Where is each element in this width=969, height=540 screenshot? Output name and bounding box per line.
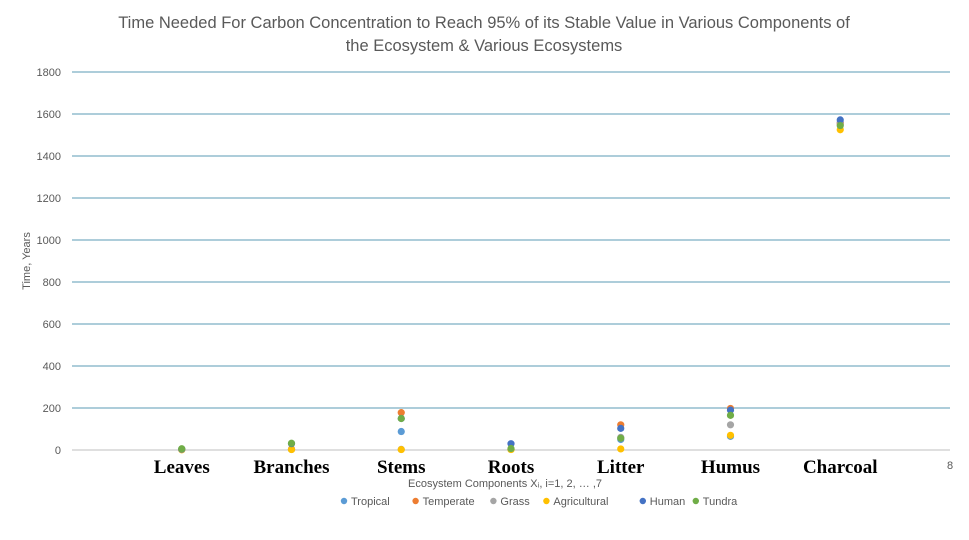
data-point <box>397 427 405 436</box>
chart-title-line-2: the Ecosystem & Various Ecosystems <box>346 37 623 55</box>
data-point <box>397 414 405 423</box>
category-label: Charcoal <box>803 457 878 478</box>
data-point <box>617 434 625 442</box>
data-point <box>397 409 405 417</box>
data-point <box>726 411 735 419</box>
y-tick-label: 800 <box>43 277 61 289</box>
legend-label: Human <box>650 496 685 508</box>
category-label: Humus <box>701 457 760 478</box>
category-label: Stems <box>377 457 426 478</box>
chart-title-line-1: Time Needed For Carbon Concentration to … <box>118 14 850 32</box>
legend-label: Tundra <box>703 496 738 508</box>
data-point <box>178 445 186 453</box>
x-axis-title: Ecosystem Components Xᵢ, i=1, 2, … ,7 <box>408 478 602 490</box>
data-point <box>726 406 735 414</box>
legend-marker <box>490 497 497 505</box>
category-label: Litter <box>597 457 645 478</box>
y-tick-label: 1800 <box>37 67 61 79</box>
legend-label: Agricultural <box>553 496 608 508</box>
y-tick-label: 1400 <box>37 151 61 163</box>
y-tick-label: 0 <box>55 445 61 457</box>
series-tropical <box>178 118 844 454</box>
y-tick-label: 600 <box>43 319 61 331</box>
legend-label: Temperate <box>423 496 475 508</box>
y-tick-label: 1000 <box>37 235 61 247</box>
y-tick-label: 1600 <box>37 109 61 121</box>
data-points <box>178 116 844 454</box>
data-point <box>397 445 405 454</box>
legend-marker <box>340 497 348 505</box>
data-point <box>617 445 625 453</box>
data-point <box>836 116 844 124</box>
series-temperate <box>178 119 844 453</box>
data-point <box>287 445 296 454</box>
legend-item-tropical: Tropical <box>340 496 390 508</box>
legend-marker <box>639 497 646 505</box>
legend-item-grass: Grass <box>490 496 530 508</box>
legend-marker <box>412 497 419 505</box>
y-tick-label: 1200 <box>37 193 61 205</box>
category-labels: Leaves Branches Stems Roots Litter Humus Charc… <box>154 457 878 478</box>
data-point <box>726 421 735 429</box>
legend-label: Grass <box>500 496 530 508</box>
x-axis-end-tick: 8 <box>947 460 953 472</box>
category-label: Leaves <box>154 457 210 478</box>
y-tick-label: 400 <box>43 361 61 373</box>
legend-marker <box>543 497 550 505</box>
data-point <box>287 439 296 447</box>
category-label: Branches <box>254 457 330 478</box>
data-point <box>726 431 735 439</box>
series-tundra <box>178 121 844 453</box>
y-axis-ticks: 0 200 400 600 800 1000 1200 1400 1600 1800 <box>37 67 61 457</box>
legend-item-human: Human <box>639 496 685 508</box>
gridlines <box>72 71 950 451</box>
series-human <box>178 116 844 453</box>
category-label: Roots <box>488 457 534 478</box>
legend-item-temperate: Temperate <box>412 496 475 508</box>
data-point <box>836 121 844 130</box>
data-point <box>507 444 515 453</box>
legend-item-agricultural: Agricultural <box>543 496 608 508</box>
series-grass <box>178 120 844 454</box>
data-point <box>617 424 625 432</box>
y-tick-label: 200 <box>43 403 61 415</box>
y-axis-title: Time, Years <box>21 232 33 290</box>
legend-label: Tropical <box>351 496 390 508</box>
legend-item-tundra: Tundra <box>692 496 738 508</box>
legend: Tropical Temperate Grass Agricultural Human T… <box>340 496 738 508</box>
series-agricultural <box>178 126 844 454</box>
legend-marker <box>692 497 699 505</box>
